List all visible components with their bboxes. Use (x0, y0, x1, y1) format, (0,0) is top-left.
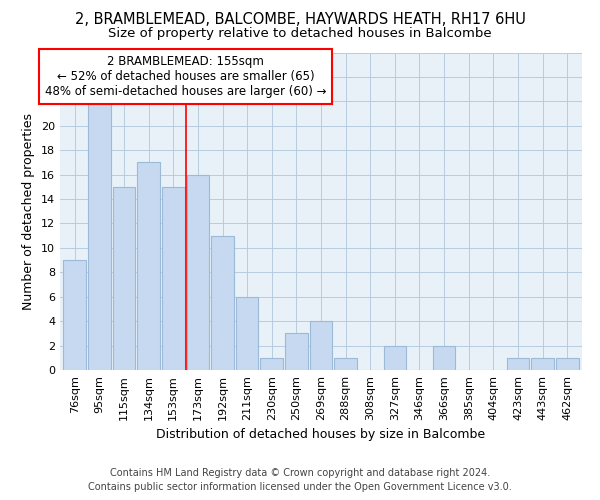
Bar (113, 187, 136, 370)
Bar (260, 358, 283, 370)
Text: 2, BRAMBLEMEAD, BALCOMBE, HAYWARDS HEATH, RH17 6HU: 2, BRAMBLEMEAD, BALCOMBE, HAYWARDS HEATH… (74, 12, 526, 28)
Bar (187, 174, 209, 370)
Text: Contains HM Land Registry data © Crown copyright and database right 2024.
Contai: Contains HM Land Registry data © Crown c… (88, 468, 512, 492)
Text: 2 BRAMBLEMEAD: 155sqm
← 52% of detached houses are smaller (65)
48% of semi-deta: 2 BRAMBLEMEAD: 155sqm ← 52% of detached … (45, 55, 326, 98)
Bar (531, 358, 554, 370)
Bar (88, 102, 111, 370)
Bar (383, 346, 406, 370)
Bar (162, 187, 185, 370)
X-axis label: Distribution of detached houses by size in Balcombe: Distribution of detached houses by size … (157, 428, 485, 442)
Bar (334, 358, 357, 370)
Bar (64, 260, 86, 370)
Bar (285, 334, 308, 370)
Bar (556, 358, 578, 370)
Text: Size of property relative to detached houses in Balcombe: Size of property relative to detached ho… (108, 28, 492, 40)
Bar (433, 346, 455, 370)
Bar (236, 296, 259, 370)
Bar (506, 358, 529, 370)
Bar (211, 236, 234, 370)
Bar (137, 162, 160, 370)
Y-axis label: Number of detached properties: Number of detached properties (22, 113, 35, 310)
Bar (310, 321, 332, 370)
